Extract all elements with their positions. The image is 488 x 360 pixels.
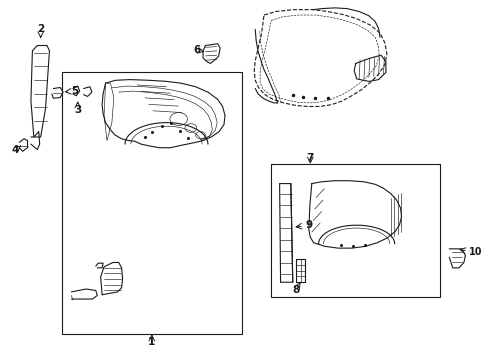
Bar — [271, 164, 439, 297]
Bar — [61, 72, 242, 334]
Text: 4: 4 — [12, 144, 19, 154]
Text: 9: 9 — [305, 220, 312, 230]
Text: 10: 10 — [468, 247, 481, 257]
Text: 6: 6 — [193, 45, 201, 55]
Text: 8: 8 — [292, 285, 299, 295]
Text: 3: 3 — [74, 105, 81, 115]
Text: 2: 2 — [37, 24, 44, 35]
Text: 1: 1 — [148, 337, 155, 347]
Text: 5: 5 — [71, 86, 78, 96]
Text: 7: 7 — [306, 153, 313, 163]
